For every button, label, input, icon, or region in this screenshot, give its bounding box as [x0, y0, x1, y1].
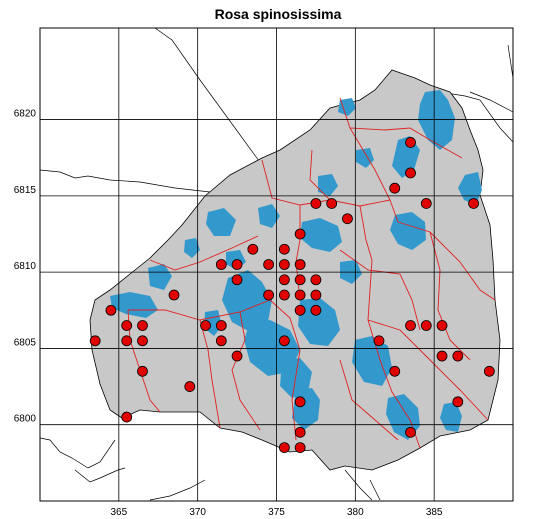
occurrence-marker [405, 137, 416, 148]
occurrence-marker [89, 335, 101, 347]
occurrence-marker [263, 259, 275, 270]
occurrence-marker [278, 274, 290, 286]
occurrence-marker [342, 213, 353, 225]
occurrence-marker [310, 274, 322, 286]
occurrence-marker [184, 381, 196, 392]
occurrence-marker [137, 320, 148, 331]
occurrence-marker [263, 289, 275, 301]
x-tick-label: 365 [110, 507, 127, 518]
occurrence-marker [389, 182, 401, 194]
occurrence-marker [294, 396, 306, 408]
occurrence-marker [483, 365, 495, 377]
occurrence-marker [294, 304, 306, 316]
occurrence-marker [405, 320, 416, 331]
x-tick-label: 380 [347, 507, 364, 518]
occurrence-marker [294, 228, 306, 240]
occurrence-marker [278, 442, 290, 453]
y-tick-label: 6810 [14, 261, 37, 272]
occurrence-marker [452, 396, 464, 408]
occurrence-marker [326, 198, 338, 209]
occurrence-marker [231, 350, 243, 362]
occurrence-marker [215, 320, 227, 331]
tick-labels: 365 370 375 380 385 6820 6815 6810 6805 6800 [14, 109, 443, 518]
occurrence-marker [278, 289, 290, 301]
occurrence-marker [436, 320, 448, 331]
y-tick-label: 6800 [14, 414, 37, 425]
occurrence-marker [231, 274, 243, 286]
occurrence-marker [215, 335, 227, 347]
occurrence-marker [137, 335, 148, 347]
occurrence-markers [89, 137, 495, 453]
occurrence-marker [294, 274, 306, 286]
occurrence-marker [468, 198, 479, 209]
water-bodies [110, 90, 482, 440]
occurrence-marker [278, 335, 290, 347]
occurrence-marker [452, 350, 464, 362]
occurrence-marker [247, 243, 259, 255]
occurrence-marker [436, 350, 448, 362]
x-tick-label: 375 [268, 507, 285, 518]
occurrence-marker [200, 320, 211, 331]
occurrence-marker [121, 335, 133, 347]
y-tick-label: 6815 [14, 185, 37, 196]
occurrence-marker [294, 289, 306, 301]
occurrence-marker [420, 198, 432, 209]
y-tick-label: 6820 [14, 109, 37, 120]
occurrence-marker [389, 365, 401, 377]
occurrence-marker [294, 426, 306, 438]
occurrence-marker [231, 259, 243, 270]
x-tick-label: 370 [189, 507, 206, 518]
occurrence-marker [278, 243, 290, 255]
occurrence-marker [405, 167, 416, 179]
occurrence-marker [105, 304, 117, 316]
occurrence-marker [294, 259, 306, 270]
occurrence-marker [373, 335, 385, 347]
occurrence-marker [310, 198, 322, 209]
occurrence-marker [215, 259, 227, 270]
x-tick-label: 385 [426, 507, 443, 518]
occurrence-marker [294, 442, 306, 453]
occurrence-marker [121, 411, 133, 423]
occurrence-marker [405, 426, 416, 438]
map-title: Rosa spinosissima [214, 6, 342, 22]
occurrence-marker [310, 304, 322, 316]
occurrence-marker [310, 289, 322, 301]
grid-lines [40, 28, 513, 501]
occurrence-marker [278, 259, 290, 270]
y-tick-label: 6805 [14, 337, 37, 348]
occurrence-marker [420, 320, 432, 331]
occurrence-marker [137, 365, 148, 377]
occurrence-marker [168, 289, 180, 301]
occurrence-marker [121, 320, 133, 331]
